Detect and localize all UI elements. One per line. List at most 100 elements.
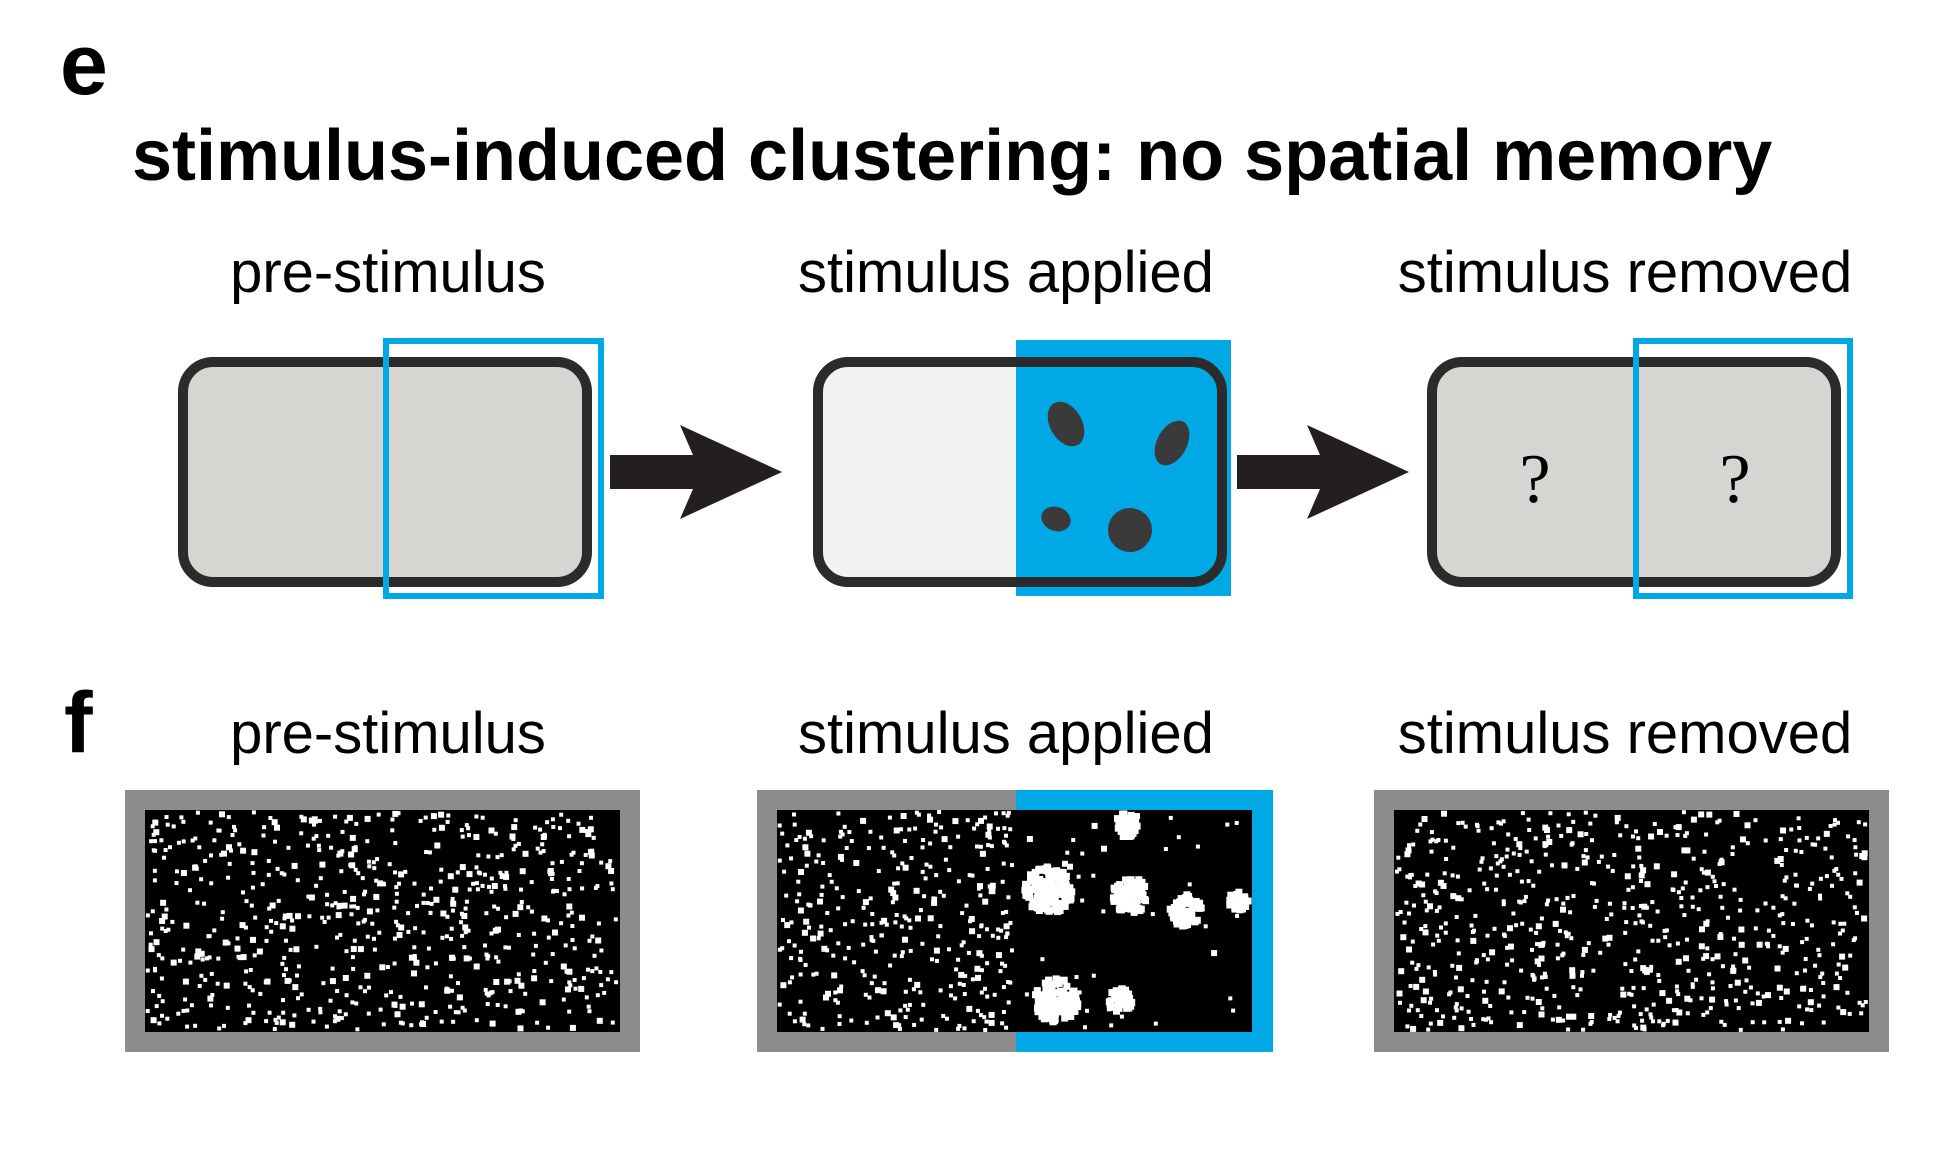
particle — [799, 949, 803, 954]
particle — [153, 839, 157, 844]
particle — [1428, 1000, 1432, 1005]
particle — [837, 1014, 842, 1019]
particle — [1714, 884, 1718, 888]
particle — [1755, 908, 1760, 913]
particle — [438, 824, 445, 831]
particle — [1774, 857, 1781, 864]
particle — [176, 1011, 181, 1016]
particle — [1667, 943, 1672, 948]
particle — [1561, 1018, 1566, 1023]
particle — [305, 843, 310, 848]
particle — [1728, 984, 1733, 988]
particle — [1065, 997, 1073, 1005]
particle — [995, 952, 1002, 959]
particle — [975, 822, 980, 827]
particle — [1779, 996, 1784, 1000]
particle — [1594, 898, 1599, 903]
particle — [1857, 1000, 1862, 1005]
particle — [321, 981, 326, 986]
particle — [447, 873, 454, 880]
particle — [333, 814, 338, 819]
particle — [449, 926, 454, 931]
particle — [480, 815, 485, 820]
particle — [1502, 980, 1507, 985]
particle — [432, 827, 437, 832]
particle — [1631, 985, 1636, 990]
particle — [907, 827, 912, 832]
particle — [562, 892, 567, 897]
particle — [1649, 964, 1654, 969]
particle — [1444, 857, 1449, 861]
particle — [168, 845, 172, 850]
particle — [801, 929, 808, 936]
particle — [1118, 985, 1126, 993]
particle — [379, 964, 386, 971]
particle — [592, 953, 597, 958]
particle — [324, 1024, 329, 1029]
particle — [1848, 953, 1853, 958]
particle — [506, 945, 511, 950]
particle — [418, 1001, 425, 1008]
particle — [163, 848, 168, 852]
particle — [1455, 874, 1460, 879]
particle — [931, 899, 938, 906]
particle — [1610, 868, 1615, 873]
particle — [1056, 987, 1064, 995]
particle — [1034, 886, 1042, 894]
particle — [282, 913, 287, 918]
particle — [996, 927, 1001, 932]
particle — [1569, 967, 1576, 974]
particle — [1840, 928, 1845, 933]
particle — [377, 930, 382, 935]
particle — [271, 819, 278, 826]
particle — [979, 850, 986, 857]
particle — [1718, 859, 1725, 866]
particle — [1481, 1017, 1486, 1022]
particle — [1034, 1008, 1042, 1016]
particle — [1620, 991, 1627, 998]
particle — [1535, 923, 1542, 930]
particle — [1398, 1000, 1402, 1005]
particle — [1425, 872, 1430, 877]
particle — [1024, 992, 1029, 997]
particle — [1538, 941, 1545, 948]
particle — [1834, 971, 1839, 976]
particle — [1817, 1003, 1822, 1008]
particle — [1122, 876, 1130, 884]
particle — [927, 915, 934, 922]
particle — [267, 906, 272, 911]
particle — [1585, 855, 1590, 860]
particle — [1642, 969, 1647, 974]
particle — [1065, 850, 1070, 855]
particle — [1058, 1006, 1066, 1014]
particle — [350, 946, 357, 952]
particle — [179, 815, 184, 820]
particle — [821, 945, 828, 952]
particle — [268, 816, 273, 820]
particle — [1455, 895, 1462, 902]
particle — [1115, 1002, 1123, 1010]
particle — [1565, 895, 1570, 900]
particle — [1842, 921, 1847, 926]
particle — [1496, 820, 1501, 825]
particle — [519, 900, 524, 904]
particle — [1639, 863, 1644, 868]
particle — [247, 1003, 251, 1008]
particle — [1048, 984, 1056, 992]
particle — [1799, 850, 1804, 854]
particle — [312, 822, 316, 827]
particle — [1231, 1008, 1236, 1013]
particle — [475, 887, 480, 892]
particle — [1860, 1003, 1865, 1008]
particle — [1715, 820, 1720, 825]
particle — [393, 1003, 398, 1008]
particle — [598, 969, 603, 974]
particle — [377, 880, 383, 887]
particle — [1409, 872, 1414, 877]
particle — [232, 824, 236, 829]
particle — [149, 839, 154, 844]
particle — [375, 857, 380, 862]
particle — [1642, 1027, 1647, 1032]
particle — [199, 973, 204, 978]
particle — [970, 873, 975, 878]
